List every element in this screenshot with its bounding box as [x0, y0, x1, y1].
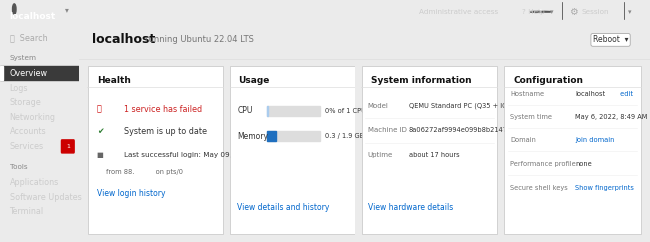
Text: ? Help: ? Help	[521, 9, 544, 15]
Bar	[0, 66, 3, 80]
Text: Performance profile: Performance profile	[510, 161, 576, 167]
Text: ▾: ▾	[550, 9, 554, 15]
Text: none: none	[575, 161, 592, 167]
Text: 1 service has failed: 1 service has failed	[124, 105, 202, 113]
Text: ✔: ✔	[97, 127, 103, 136]
Text: from 88.          on pts/0: from 88. on pts/0	[106, 169, 183, 175]
Text: Storage: Storage	[10, 98, 41, 107]
Text: ⚙: ⚙	[569, 7, 577, 17]
Text: edit: edit	[618, 91, 633, 97]
Text: localhost: localhost	[92, 33, 155, 46]
Bar	[267, 131, 320, 141]
Text: Session: Session	[582, 9, 609, 15]
Text: Accounts: Accounts	[10, 127, 46, 136]
Bar	[267, 106, 320, 116]
Text: System time: System time	[510, 114, 552, 120]
Text: View details and history: View details and history	[237, 203, 330, 212]
Text: 0.3 / 1.9 GB: 0.3 / 1.9 GB	[325, 133, 365, 139]
FancyBboxPatch shape	[88, 66, 224, 234]
Text: QEMU Standard PC (Q35 + ICH9, 2009): QEMU Standard PC (Q35 + ICH9, 2009)	[409, 102, 540, 109]
Text: ?: ?	[539, 9, 542, 14]
Text: Overview: Overview	[10, 69, 47, 78]
FancyBboxPatch shape	[361, 66, 497, 234]
Text: Networking: Networking	[10, 113, 55, 122]
Text: localhost: localhost	[575, 91, 606, 97]
Text: 8a06272af9994e099b8b21478ed2fb8e: 8a06272af9994e099b8b21478ed2fb8e	[409, 127, 540, 133]
Text: Machine ID: Machine ID	[368, 127, 407, 133]
Text: Configuration: Configuration	[514, 76, 583, 85]
Text: Applications: Applications	[10, 178, 58, 187]
Text: ⌕  Search: ⌕ Search	[10, 33, 47, 42]
Text: Services: Services	[10, 142, 44, 151]
FancyBboxPatch shape	[230, 66, 355, 234]
FancyBboxPatch shape	[62, 140, 74, 153]
Text: System is up to date: System is up to date	[124, 127, 207, 136]
Text: localhost: localhost	[10, 12, 56, 22]
Text: May 6, 2022, 8:49 AM: May 6, 2022, 8:49 AM	[575, 114, 648, 120]
Text: Memory: Memory	[237, 132, 268, 141]
Text: about 17 hours: about 17 hours	[409, 152, 460, 158]
Text: ▾: ▾	[66, 5, 70, 14]
Text: Tools: Tools	[10, 164, 27, 170]
Text: Reboot  ▾: Reboot ▾	[593, 35, 629, 44]
Text: Model: Model	[368, 103, 389, 109]
Text: running Ubuntu 22.04 LTS: running Ubuntu 22.04 LTS	[145, 35, 254, 44]
Text: View login history: View login history	[97, 189, 165, 198]
Text: Join domain: Join domain	[575, 137, 615, 144]
Text: Domain: Domain	[510, 137, 536, 144]
Text: 0% of 1 CPU: 0% of 1 CPU	[325, 108, 366, 114]
Circle shape	[12, 4, 16, 15]
Text: System information: System information	[370, 76, 471, 85]
Text: Terminal: Terminal	[10, 207, 44, 216]
Text: Secure shell keys: Secure shell keys	[510, 185, 568, 191]
Text: Last successful login: May 09, 05:30 PM: Last successful login: May 09, 05:30 PM	[124, 152, 268, 158]
Bar	[267, 131, 276, 141]
Text: ▾: ▾	[629, 9, 632, 15]
FancyBboxPatch shape	[504, 66, 641, 234]
Text: ⛔: ⛔	[97, 105, 101, 113]
Text: Hostname: Hostname	[510, 91, 545, 97]
Text: Administrative access: Administrative access	[419, 9, 498, 15]
Text: ■: ■	[97, 152, 103, 158]
Text: 1: 1	[66, 144, 70, 149]
Circle shape	[530, 11, 551, 12]
Text: Software Updates: Software Updates	[10, 193, 81, 202]
Bar	[0, 66, 79, 80]
Text: Usage: Usage	[239, 76, 270, 85]
Text: CPU: CPU	[237, 106, 253, 115]
Text: System: System	[10, 55, 36, 61]
Text: Show fingerprints: Show fingerprints	[575, 185, 634, 191]
Text: Logs: Logs	[10, 84, 28, 93]
Text: Health: Health	[97, 76, 131, 85]
Text: Uptime: Uptime	[368, 152, 393, 158]
Text: View hardware details: View hardware details	[368, 203, 453, 212]
